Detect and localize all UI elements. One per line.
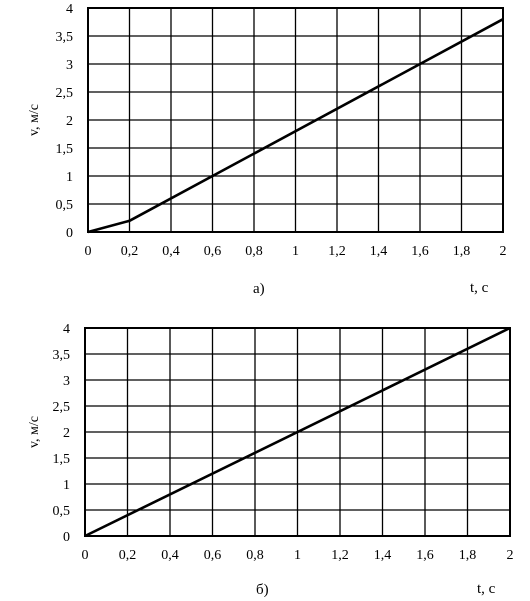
chart-a-y-tick-label: 3: [66, 58, 73, 73]
chart-a-plot-frame: [87, 7, 504, 233]
chart-a-x-axis-label: t, с: [470, 280, 489, 296]
chart-a-y-tick-label: 0: [66, 226, 73, 241]
chart-a-y-tick-labels: 0 0,5 1 1,5 2 2,5 3 3,5 4: [56, 2, 74, 241]
chart-b-x-tick-label: 1: [294, 548, 301, 563]
chart-b-y-tick-label: 0: [63, 530, 70, 545]
chart-a-y-tick-label: 2,5: [56, 86, 74, 101]
chart-a-y-tick-label: 4: [66, 2, 73, 17]
chart-a-x-tick-label: 1,6: [411, 244, 429, 259]
chart-b-x-tick-label: 1,8: [459, 548, 477, 563]
chart-a-grid: [87, 7, 504, 233]
chart-b-x-tick-label: 2: [507, 548, 514, 563]
chart-a-x-tick-label: 0,4: [162, 244, 180, 259]
chart-a-y-tick-label: 1,5: [56, 142, 74, 157]
chart-b-y-tick-labels: 0 0,5 1 1,5 2 2,5 3 3,5 4: [53, 322, 71, 545]
chart-a-x-tick-label: 0,8: [245, 244, 263, 259]
chart-b-y-tick-label: 1: [63, 478, 70, 493]
chart-a-y-tick-label: 0,5: [56, 198, 74, 213]
chart-b-plot-frame: [84, 327, 511, 537]
chart-a-x-tick-labels: 0 0,2 0,4 0,6 0,8 1 1,2 1,4 1,6 1,8 2: [85, 244, 507, 259]
chart-a-panel-label: а): [253, 281, 265, 297]
chart-a-x-tick-label: 0,2: [121, 244, 139, 259]
chart-a-y-axis-label: v, м/с: [27, 104, 42, 136]
chart-b-x-tick-labels: 0 0,2 0,4 0,6 0,8 1 1,2 1,4 1,6 1,8 2: [82, 548, 514, 563]
chart-a-x-tick-label: 2: [500, 244, 507, 259]
chart-b-x-tick-label: 1,6: [416, 548, 434, 563]
chart-b-x-axis-label: t, с: [477, 581, 496, 597]
chart-a-y-tick-label: 1: [66, 170, 73, 185]
chart-b-x-tick-label: 0,4: [161, 548, 179, 563]
chart-a-x-tick-label: 1: [292, 244, 299, 259]
chart-a: 0 0,2 0,4 0,6 0,8 1 1,2 1,4 1,6 1,8 2 0 0,5 1 1,5 2 2,5…: [27, 2, 507, 297]
chart-b-y-axis-label: v, м/с: [27, 416, 42, 448]
chart-b-x-tick-label: 0,2: [119, 548, 137, 563]
chart-b-x-tick-label: 0: [82, 548, 89, 563]
chart-b-x-tick-label: 0,8: [246, 548, 264, 563]
chart-b-y-tick-label: 4: [63, 322, 70, 337]
chart-b-y-tick-label: 1,5: [53, 452, 71, 467]
chart-b-y-tick-label: 2,5: [53, 400, 71, 415]
chart-a-x-tick-label: 1,4: [370, 244, 388, 259]
chart-b-series-line: [84, 326, 511, 538]
chart-b: 0 0,2 0,4 0,6 0,8 1 1,2 1,4 1,6 1,8 2 0 0,5 1 1,5 2 2,5…: [27, 322, 514, 598]
chart-b-y-tick-label: 0,5: [53, 504, 71, 519]
chart-a-x-tick-label: 0: [85, 244, 92, 259]
chart-a-x-tick-label: 1,8: [453, 244, 471, 259]
chart-a-x-tick-label: 0,6: [204, 244, 222, 259]
chart-b-panel-label: б): [256, 582, 269, 598]
chart-a-series-line: [87, 18, 504, 234]
chart-a-y-tick-label: 3,5: [56, 30, 74, 45]
chart-b-y-tick-label: 3,5: [53, 348, 71, 363]
chart-b-y-tick-label: 2: [63, 426, 70, 441]
chart-a-x-tick-label: 1,2: [328, 244, 346, 259]
chart-a-y-tick-label: 2: [66, 114, 73, 129]
chart-b-y-tick-label: 3: [63, 374, 70, 389]
chart-b-x-tick-label: 0,6: [204, 548, 222, 563]
chart-b-x-tick-label: 1,4: [374, 548, 392, 563]
chart-b-x-tick-label: 1,2: [331, 548, 349, 563]
